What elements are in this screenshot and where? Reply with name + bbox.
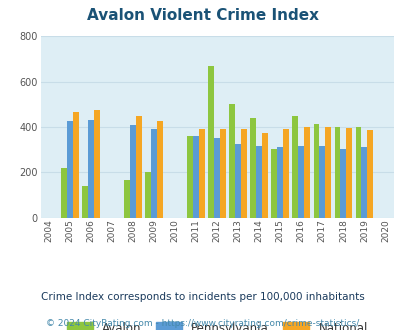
Bar xyxy=(262,133,267,218)
Bar xyxy=(334,127,339,218)
Bar xyxy=(292,116,298,218)
Bar xyxy=(313,124,319,218)
Bar xyxy=(250,118,256,218)
Bar xyxy=(241,129,247,218)
Bar xyxy=(145,172,151,218)
Bar xyxy=(298,146,303,218)
Bar xyxy=(214,138,220,218)
Bar xyxy=(303,127,309,218)
Bar xyxy=(157,121,162,218)
Bar xyxy=(235,144,241,218)
Text: Avalon Violent Crime Index: Avalon Violent Crime Index xyxy=(87,8,318,23)
Bar xyxy=(88,120,94,218)
Bar xyxy=(271,148,277,218)
Bar xyxy=(324,127,330,218)
Bar xyxy=(193,136,198,218)
Bar xyxy=(283,129,288,218)
Bar xyxy=(319,146,324,218)
Bar xyxy=(229,104,235,218)
Text: Crime Index corresponds to incidents per 100,000 inhabitants: Crime Index corresponds to incidents per… xyxy=(41,292,364,302)
Bar xyxy=(360,148,367,218)
Bar xyxy=(130,125,136,218)
Bar xyxy=(339,148,345,218)
Bar xyxy=(187,136,193,218)
Text: © 2024 CityRating.com - https://www.cityrating.com/crime-statistics/: © 2024 CityRating.com - https://www.city… xyxy=(46,319,359,328)
Bar xyxy=(124,181,130,218)
Bar xyxy=(367,130,372,218)
Bar xyxy=(277,148,283,218)
Bar xyxy=(82,186,88,218)
Bar xyxy=(198,129,205,218)
Bar xyxy=(151,129,157,218)
Bar xyxy=(355,127,360,218)
Legend: Avalon, Pennsylvania, National: Avalon, Pennsylvania, National xyxy=(63,318,371,330)
Bar xyxy=(73,112,79,218)
Bar xyxy=(67,121,73,218)
Bar xyxy=(220,129,226,218)
Bar xyxy=(136,116,142,218)
Bar xyxy=(208,66,214,218)
Bar xyxy=(61,168,67,218)
Bar xyxy=(345,128,351,218)
Bar xyxy=(256,146,262,218)
Bar xyxy=(94,110,100,218)
